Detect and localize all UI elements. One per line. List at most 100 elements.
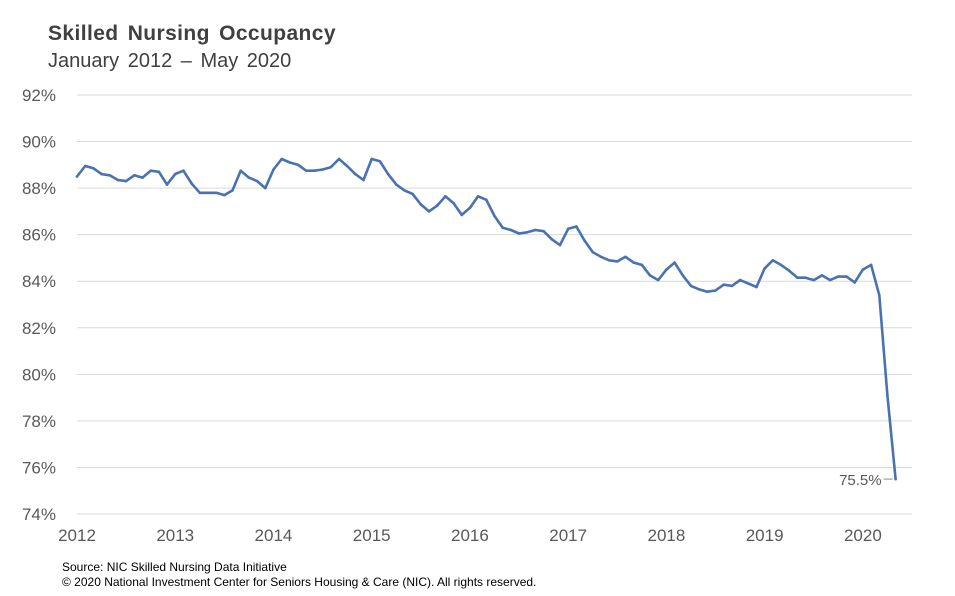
chart-title: Skilled Nursing Occupancy [48,22,336,45]
data-point [599,255,603,259]
x-tick-label: 2016 [451,526,489,545]
data-point [673,261,676,264]
data-point [468,206,472,210]
data-point [100,172,103,176]
data-point [395,183,398,186]
copyright-note: © 2020 National Investment Center for Se… [62,575,537,589]
data-point [583,239,586,242]
data-point [75,175,79,178]
data-point [624,255,627,259]
x-tick-label: 2012 [58,526,96,545]
data-point [370,157,374,161]
data-point [747,282,750,285]
chart-subtitle: January 2012 – May 2020 [48,50,292,72]
data-point [141,176,144,179]
data-point [787,269,791,273]
data-point [435,204,439,207]
y-tick-label: 84% [22,272,56,291]
data-point [255,179,259,183]
data-point [133,174,136,177]
occupancy-line [75,157,897,481]
data-point [280,157,284,161]
data-point [83,164,87,168]
data-point [296,163,300,167]
data-point [329,165,333,169]
data-point [149,169,152,172]
data-point [771,259,775,262]
data-point [190,182,193,185]
data-point [476,195,480,198]
data-point [886,394,889,397]
data-point [354,172,357,176]
data-point [517,232,521,235]
data-point [566,227,570,231]
data-point [894,477,897,481]
data-point [411,192,414,196]
data-point [403,189,406,192]
data-point [525,231,529,234]
data-point [714,289,717,292]
data-point [362,178,365,182]
data-point [828,278,832,282]
y-tick-label: 86% [22,226,56,245]
data-point [763,267,766,270]
data-point [640,263,644,267]
data-point [607,259,611,262]
data-point [272,168,275,171]
data-point [427,210,431,213]
data-point [542,229,545,233]
x-tick-label: 2018 [647,526,685,545]
data-point [165,183,169,186]
y-tick-label: 90% [22,133,56,152]
data-point [730,284,734,288]
data-point [92,167,95,170]
data-point [223,193,226,197]
source-note: Source: NIC Skilled Nursing Data Initiat… [62,560,287,574]
data-point [198,191,202,195]
data-point [321,168,324,171]
data-point [124,179,128,183]
data-point [378,160,382,163]
data-point [231,189,234,192]
data-point [534,228,537,232]
data-point [264,186,267,190]
data-point [182,169,185,172]
data-point [738,278,742,282]
data-point [485,198,488,202]
y-tick-label: 82% [22,319,56,338]
y-tick-label: 88% [22,179,56,198]
y-tick-label: 80% [22,365,56,384]
data-point [837,275,840,278]
data-point [878,293,881,297]
data-point [116,178,120,182]
data-point [755,285,758,289]
data-point [681,274,685,277]
data-point [779,263,783,267]
data-point [337,157,341,161]
data-point [591,250,594,254]
y-tick-label: 76% [22,458,56,477]
data-point [796,276,799,280]
data-point [845,275,848,278]
data-point [550,238,554,241]
data-point [173,172,177,176]
data-point [689,284,693,288]
x-tick-label: 2019 [746,526,784,545]
data-point [108,174,111,177]
data-point [804,276,807,280]
data-point [706,290,709,294]
data-point [665,268,668,271]
data-point [157,170,161,174]
data-point [648,274,652,277]
data-point [247,176,251,179]
data-point [722,283,725,287]
data-point [493,214,496,218]
y-tick-label: 74% [22,505,56,524]
data-point [869,263,873,267]
data-point [444,195,447,198]
x-tick-label: 2017 [549,526,587,545]
data-point [575,225,578,228]
y-tick-label: 92% [22,86,56,105]
data-point [501,226,505,229]
